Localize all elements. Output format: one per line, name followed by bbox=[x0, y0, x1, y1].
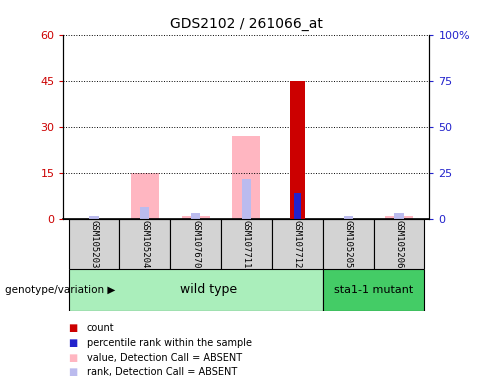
Text: value, Detection Call = ABSENT: value, Detection Call = ABSENT bbox=[87, 353, 242, 362]
Text: percentile rank within the sample: percentile rank within the sample bbox=[87, 338, 252, 348]
Text: rank, Detection Call = ABSENT: rank, Detection Call = ABSENT bbox=[87, 367, 237, 377]
Text: GSM107712: GSM107712 bbox=[293, 220, 302, 268]
Text: GSM105206: GSM105206 bbox=[394, 220, 404, 268]
Bar bbox=[131, 173, 159, 219]
Text: GSM105204: GSM105204 bbox=[140, 220, 149, 268]
Text: ■: ■ bbox=[68, 353, 78, 362]
Bar bbox=[140, 207, 149, 219]
Bar bbox=[344, 216, 353, 219]
Bar bbox=[120, 219, 170, 269]
Bar bbox=[385, 216, 413, 219]
Text: ■: ■ bbox=[68, 323, 78, 333]
Bar bbox=[68, 269, 323, 311]
Bar bbox=[89, 216, 99, 219]
Bar bbox=[170, 219, 221, 269]
Text: GSM107711: GSM107711 bbox=[242, 220, 251, 268]
Text: count: count bbox=[87, 323, 115, 333]
Text: GSM105203: GSM105203 bbox=[89, 220, 99, 268]
Text: sta1-1 mutant: sta1-1 mutant bbox=[334, 285, 413, 295]
Text: ■: ■ bbox=[68, 338, 78, 348]
Text: genotype/variation ▶: genotype/variation ▶ bbox=[5, 285, 115, 295]
Text: GSM107670: GSM107670 bbox=[191, 220, 200, 268]
Bar bbox=[323, 219, 373, 269]
Bar bbox=[394, 213, 404, 219]
Title: GDS2102 / 261066_at: GDS2102 / 261066_at bbox=[170, 17, 323, 31]
Bar bbox=[294, 193, 301, 219]
Bar bbox=[272, 219, 323, 269]
Text: ■: ■ bbox=[68, 367, 78, 377]
Text: wild type: wild type bbox=[180, 283, 237, 296]
Bar bbox=[191, 213, 200, 219]
Bar bbox=[68, 219, 120, 269]
Bar bbox=[182, 216, 209, 219]
Bar bbox=[221, 219, 272, 269]
Bar bbox=[232, 136, 261, 219]
Bar bbox=[373, 219, 425, 269]
Bar bbox=[242, 179, 251, 219]
Bar bbox=[290, 81, 305, 219]
Bar bbox=[323, 269, 425, 311]
Text: GSM105205: GSM105205 bbox=[344, 220, 353, 268]
